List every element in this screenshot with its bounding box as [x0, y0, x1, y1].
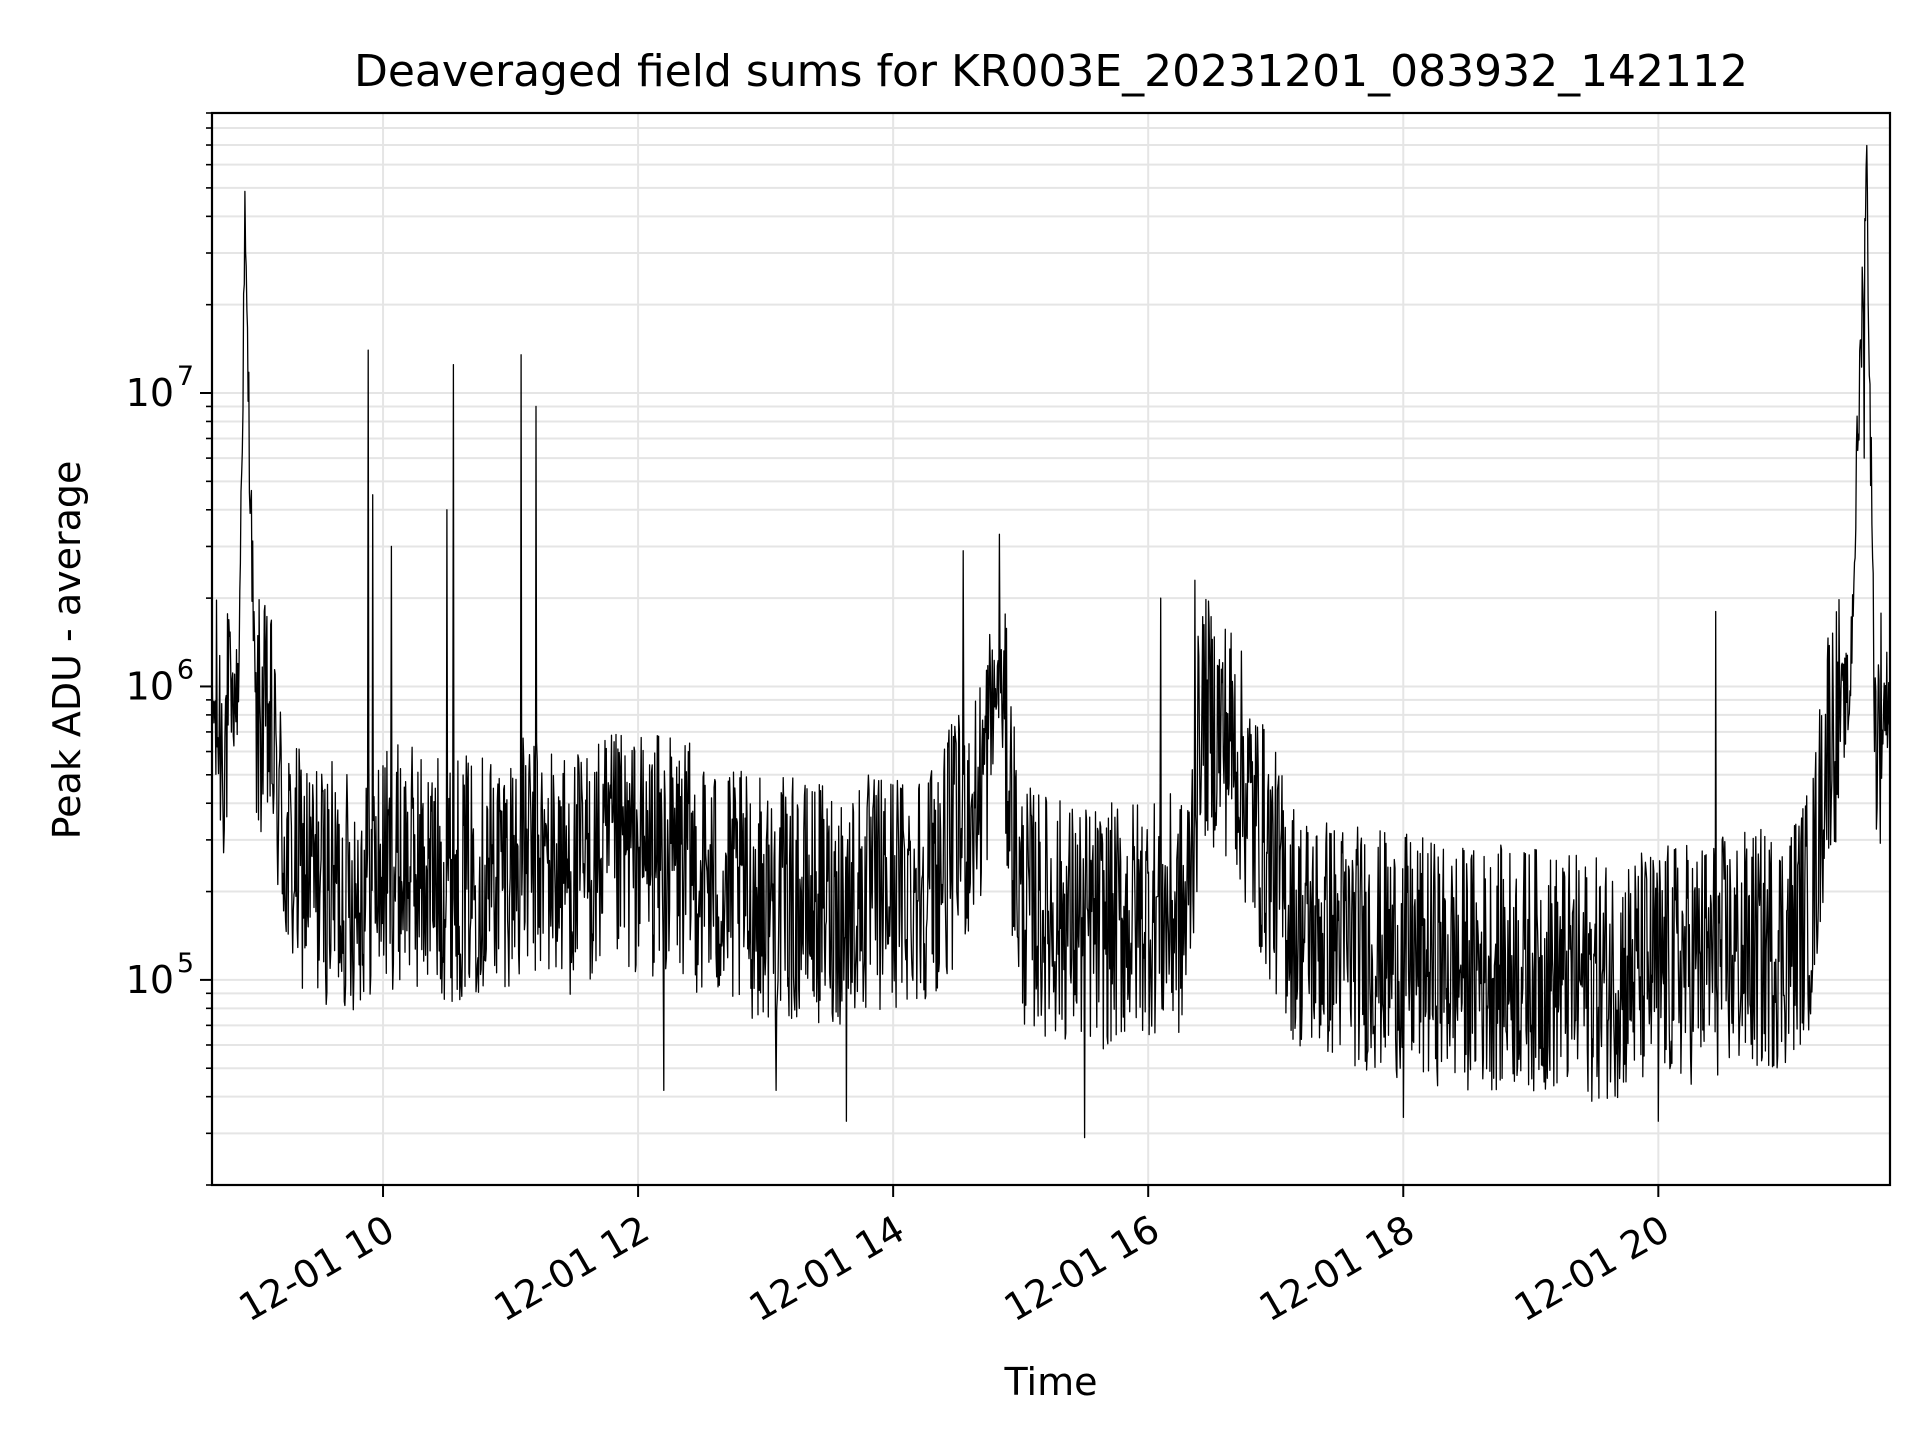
x-axis-label: Time: [1004, 1360, 1098, 1404]
y-tick-label: 10: [126, 371, 174, 415]
y-tick-label-base: 10: [126, 371, 174, 415]
y-tick-label-base: 10: [126, 958, 174, 1002]
y-tick-label-exponent: 7: [177, 361, 194, 392]
series-layer: [211, 144, 1891, 1139]
y-tick-label: 10: [126, 664, 174, 708]
y-axis-label: Peak ADU - average: [45, 461, 89, 840]
chart-title: Deaveraged field sums for KR003E_2023120…: [354, 46, 1748, 97]
series-line: [211, 144, 1891, 1139]
y-tick-label: 10: [126, 958, 174, 1002]
y-tick-label-exponent: 5: [177, 948, 194, 979]
y-tick-label-base: 10: [126, 664, 174, 708]
y-tick-label-exponent: 6: [177, 654, 194, 685]
plot-frame: [210, 111, 1892, 1187]
